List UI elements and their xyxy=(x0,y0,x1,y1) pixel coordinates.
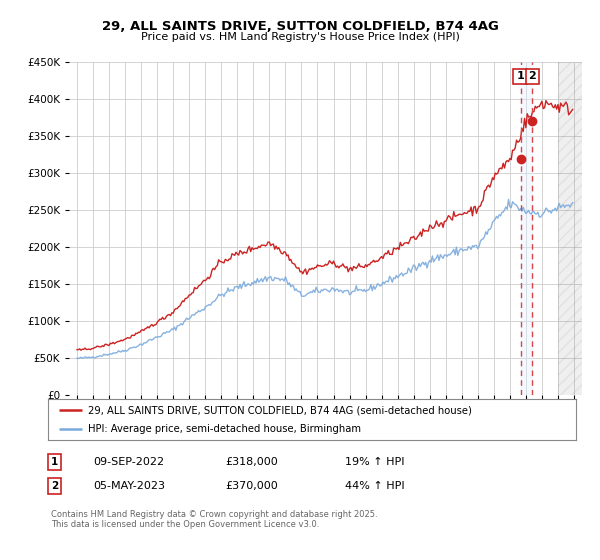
Text: 1: 1 xyxy=(51,457,58,467)
Text: 05-MAY-2023: 05-MAY-2023 xyxy=(93,481,165,491)
Text: 44% ↑ HPI: 44% ↑ HPI xyxy=(345,481,404,491)
Text: Price paid vs. HM Land Registry's House Price Index (HPI): Price paid vs. HM Land Registry's House … xyxy=(140,32,460,43)
Text: Contains HM Land Registry data © Crown copyright and database right 2025.
This d: Contains HM Land Registry data © Crown c… xyxy=(51,510,377,529)
Text: 2: 2 xyxy=(51,481,58,491)
Bar xyxy=(558,62,598,395)
Bar xyxy=(521,62,532,395)
Text: 29, ALL SAINTS DRIVE, SUTTON COLDFIELD, B74 4AG: 29, ALL SAINTS DRIVE, SUTTON COLDFIELD, … xyxy=(101,20,499,32)
Text: £318,000: £318,000 xyxy=(225,457,278,467)
Text: HPI: Average price, semi-detached house, Birmingham: HPI: Average price, semi-detached house,… xyxy=(88,424,361,433)
Text: 19% ↑ HPI: 19% ↑ HPI xyxy=(345,457,404,467)
Text: 29, ALL SAINTS DRIVE, SUTTON COLDFIELD, B74 4AG (semi-detached house): 29, ALL SAINTS DRIVE, SUTTON COLDFIELD, … xyxy=(88,405,472,415)
Text: 1: 1 xyxy=(516,72,524,81)
Text: 2: 2 xyxy=(529,72,536,81)
Text: 09-SEP-2022: 09-SEP-2022 xyxy=(93,457,164,467)
Text: £370,000: £370,000 xyxy=(225,481,278,491)
